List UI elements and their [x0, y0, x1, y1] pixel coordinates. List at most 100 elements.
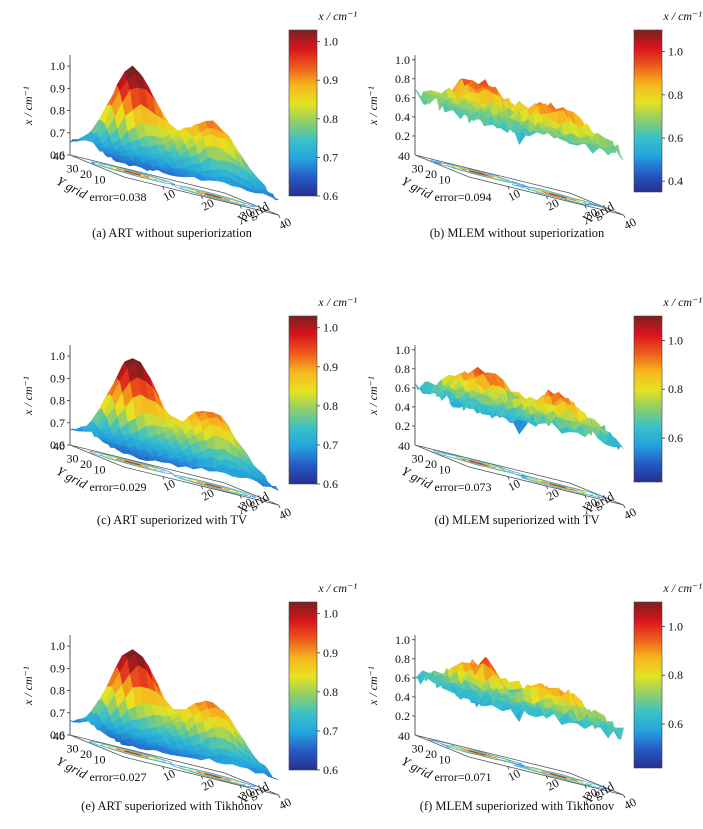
y-tick-label: 40: [53, 149, 65, 163]
z-tick-label: 0.6: [50, 148, 65, 162]
colorbar: [288, 29, 318, 197]
colorbar-tick-label: 1.0: [668, 619, 683, 633]
z-tick-label: 1.0: [395, 633, 410, 647]
colorbar-tick-label: 0.7: [323, 724, 338, 738]
z-tick-label: 0.4: [395, 110, 410, 124]
floor-contour: [115, 168, 150, 178]
panel-caption: (e) ART superiorized with Tikhonov: [81, 799, 263, 813]
x-tick: [584, 495, 587, 499]
x-tick: [545, 195, 549, 200]
floor-contour: [203, 773, 222, 779]
z-tick-label: 0.8: [50, 684, 65, 698]
colorbar-tick-label: 0.8: [323, 399, 338, 413]
x-tick-label: 30: [238, 205, 255, 223]
floor-contour: [99, 743, 167, 763]
x-tick-label: 20: [199, 486, 216, 504]
y-tick-label: 20: [80, 747, 92, 761]
colorbar-label: x / cm⁻¹: [662, 9, 702, 23]
floor-contour: [196, 191, 230, 201]
floor-contour: [520, 765, 594, 786]
x-tick: [200, 195, 204, 200]
x-tick: [239, 495, 242, 499]
floor-contour: [89, 450, 174, 475]
z-tick-label: 0.8: [395, 362, 410, 376]
z-tick-label: 0.8: [50, 394, 65, 408]
colorbar: [633, 315, 663, 483]
x-tick-label: 30: [583, 205, 600, 223]
y-tick-label: 40: [398, 149, 410, 163]
x-tick-label: 10: [505, 476, 522, 494]
colorbar-label: x / cm⁻¹: [662, 581, 702, 595]
colorbar-label: x / cm⁻¹: [662, 295, 702, 309]
floor-contour: [459, 167, 495, 178]
floor-contour: [123, 750, 143, 756]
colorbar-tick-label: 0.8: [668, 88, 683, 102]
floor-contour: [107, 745, 159, 761]
colorbar-label: x / cm⁻¹: [317, 9, 357, 23]
y-tick-label: 30: [67, 162, 79, 176]
x-tick: [584, 785, 587, 789]
floor-contour: [108, 166, 158, 181]
error-value: error=0.027: [89, 770, 146, 784]
colorbar: [633, 29, 663, 193]
floor-contour: [468, 170, 488, 177]
x-tick-label: 10: [505, 186, 522, 204]
surface-facet: [268, 485, 280, 492]
floor-contour: [204, 193, 223, 199]
z-tick-label: 0.8: [395, 72, 410, 86]
x-tick: [200, 485, 204, 490]
colorbar-tick-label: 0.6: [668, 131, 683, 145]
z-tick-label: 0.6: [50, 728, 65, 742]
z-tick-label: 0.2: [395, 129, 410, 143]
z-tick-label: 0.2: [395, 419, 410, 433]
x-tick: [239, 785, 242, 789]
x-tick: [162, 476, 165, 480]
x-tick: [278, 504, 281, 509]
z-tick-label: 0.6: [395, 671, 410, 685]
y-tick-label: 10: [439, 463, 451, 477]
floor-contour: [124, 460, 142, 466]
surface-facet: [612, 438, 624, 449]
surface-facet: [268, 776, 279, 780]
colorbar-tick-label: 0.7: [323, 150, 338, 164]
x-tick: [200, 775, 204, 780]
x-tick: [507, 766, 510, 770]
floor-contour: [450, 745, 508, 761]
y-tick-label: 40: [53, 439, 65, 453]
z-tick-label: 0.7: [50, 126, 65, 140]
y-tick-label: 10: [94, 753, 106, 767]
z-axis-label: x / cm⁻¹: [366, 86, 380, 126]
z-tick-label: 0.4: [395, 690, 410, 704]
floor-contour: [511, 184, 605, 209]
x-tick: [623, 504, 626, 509]
x-tick-label: 40: [276, 505, 293, 523]
colorbar-tick-label: 0.8: [323, 112, 338, 126]
floor-contour: [540, 480, 579, 492]
z-tick-label: 0.6: [395, 91, 410, 105]
panel-caption: (c) ART superiorized with TV: [97, 513, 247, 527]
x-tick: [623, 214, 626, 219]
y-tick-label: 10: [439, 173, 451, 187]
colorbar-tick-label: 1.0: [323, 321, 338, 335]
floor-contour: [170, 763, 256, 788]
y-tick-label: 30: [412, 742, 424, 756]
z-axis-label: x / cm⁻¹: [21, 376, 35, 416]
colorbar-tick-label: 0.6: [668, 717, 683, 731]
x-tick-label: 40: [276, 215, 293, 233]
surface-facet: [267, 193, 280, 201]
y-tick-label: 40: [53, 729, 65, 743]
z-tick-label: 0.8: [50, 104, 65, 118]
colorbar-tick-label: 0.8: [323, 685, 338, 699]
x-tick-label: 20: [544, 196, 561, 214]
colorbar-tick-label: 0.6: [323, 189, 338, 203]
floor-contour: [548, 192, 568, 199]
floor-contour: [170, 184, 256, 208]
x-tick: [239, 205, 242, 209]
z-tick-label: 0.9: [50, 371, 65, 385]
x-tick: [507, 186, 510, 190]
colorbar-tick-label: 0.8: [668, 382, 683, 396]
colorbar-tick-label: 1.0: [323, 607, 338, 621]
